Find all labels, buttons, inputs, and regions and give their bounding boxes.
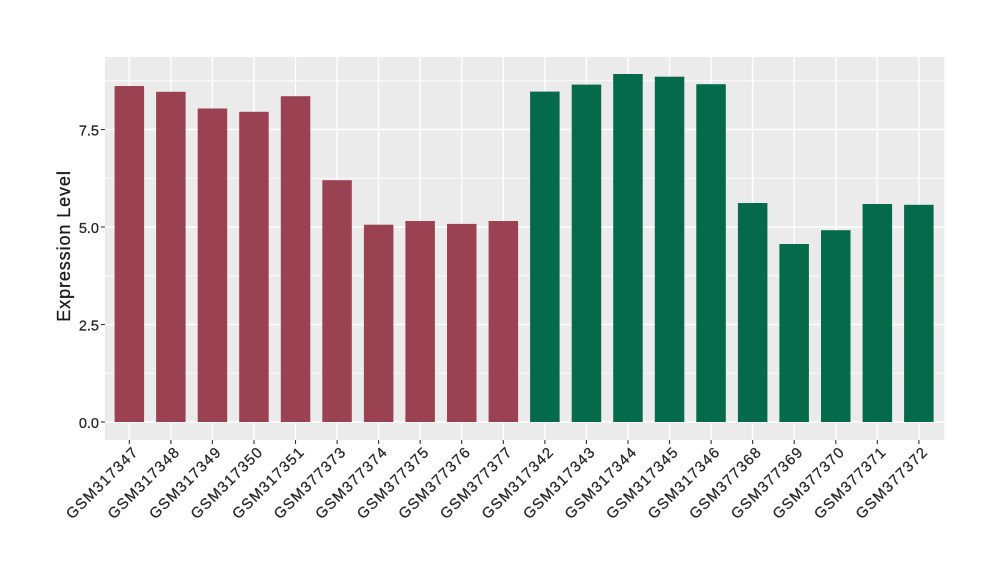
svg-text:0.0: 0.0	[79, 416, 99, 432]
svg-text:5.0: 5.0	[79, 221, 99, 237]
svg-text:2.5: 2.5	[79, 318, 99, 334]
svg-text:7.5: 7.5	[79, 123, 99, 139]
svg-text:Expression Level: Expression Level	[54, 170, 74, 321]
